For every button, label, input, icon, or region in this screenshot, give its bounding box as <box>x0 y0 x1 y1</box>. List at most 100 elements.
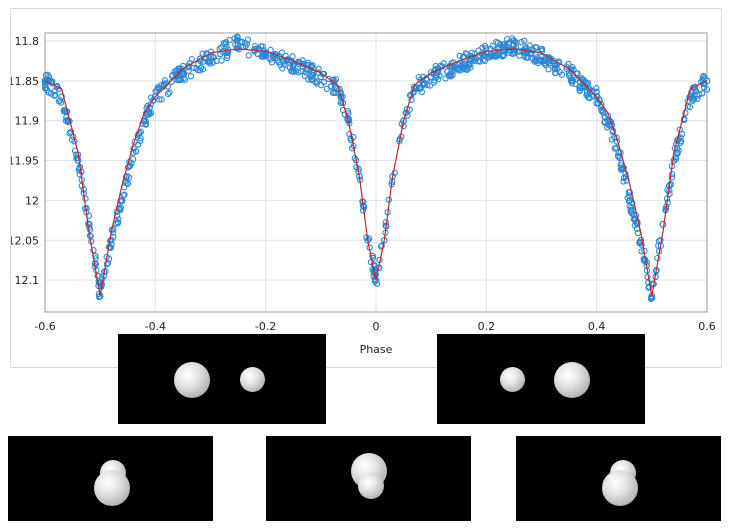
observation-point <box>142 120 149 128</box>
observation-point <box>51 92 59 99</box>
observation-point <box>467 64 474 71</box>
observation-point <box>440 60 447 67</box>
observation-point <box>245 52 252 59</box>
observation-point <box>262 49 270 57</box>
observation-point <box>181 76 189 83</box>
observation-point <box>57 97 64 104</box>
observation-point <box>309 75 316 83</box>
observation-point <box>593 93 601 101</box>
observation-point <box>310 69 317 77</box>
observation-point <box>609 128 616 135</box>
x-tick-label: 0.2 <box>478 320 496 333</box>
observation-point <box>90 247 97 254</box>
observation-point <box>617 166 625 173</box>
observation-point <box>611 145 618 152</box>
primary-star <box>602 470 638 506</box>
observation-point <box>598 108 605 115</box>
observation-point <box>637 236 645 244</box>
observation-point <box>474 58 482 65</box>
observation-point <box>537 58 545 65</box>
observation-point <box>174 76 181 84</box>
x-tick-label: 0.6 <box>698 320 716 333</box>
plot-border <box>44 32 708 313</box>
observation-point <box>482 49 490 57</box>
observation-point <box>75 166 82 173</box>
observation-point <box>411 88 418 95</box>
primary-star <box>554 362 590 398</box>
observation-point <box>173 73 180 80</box>
observation-point <box>234 41 242 49</box>
observation-point <box>122 174 130 181</box>
observation-point <box>365 235 373 242</box>
observation-point <box>628 204 635 211</box>
observation-point <box>426 82 434 89</box>
y-tick-label: 12 <box>25 194 39 207</box>
observation-point <box>78 182 85 189</box>
observation-point <box>121 191 128 198</box>
observation-point <box>699 90 706 97</box>
observation-point <box>471 56 478 64</box>
observation-point <box>164 90 172 98</box>
observation-point <box>430 79 438 86</box>
observation-point <box>222 39 229 46</box>
observation-point <box>146 110 153 118</box>
observation-point <box>511 49 518 56</box>
orbit-view-3 <box>8 436 213 521</box>
observation-point <box>92 261 100 268</box>
observation-point <box>199 50 206 57</box>
observation-point <box>193 65 200 72</box>
observation-point <box>317 73 325 81</box>
observation-point <box>516 52 523 59</box>
observation-point <box>103 261 111 268</box>
observation-point <box>67 129 75 136</box>
model-curve <box>44 48 708 297</box>
observation-point <box>645 283 652 290</box>
observation-point <box>583 88 591 95</box>
light-curve-svg: -0.6 -0.4 -0.2 0 0.2 0.4 0.6 11.8 11.85 11.9 11.95… <box>11 32 716 356</box>
observation-point <box>569 77 576 84</box>
observation-point <box>109 229 117 236</box>
observation-point <box>583 92 590 99</box>
observation-point <box>289 61 297 69</box>
observation-point <box>158 96 165 103</box>
observation-point <box>179 69 187 77</box>
observation-point <box>528 49 535 56</box>
observation-point <box>350 134 357 141</box>
light-curve-chart: -0.6 -0.4 -0.2 0 0.2 0.4 0.6 11.8 11.85 11.9 11.95… <box>10 8 722 368</box>
observation-point <box>555 59 562 66</box>
primary-star <box>174 362 210 398</box>
observation-point <box>558 71 566 78</box>
observation-point <box>493 38 500 46</box>
observation-point <box>292 67 299 74</box>
x-tick-label: 0.4 <box>588 320 606 333</box>
orbit-view-1 <box>118 334 326 424</box>
observation-point <box>185 67 192 74</box>
observation-point <box>277 61 284 68</box>
observation-point <box>608 122 616 129</box>
x-axis-label: Phase <box>360 343 393 356</box>
observation-point <box>670 157 678 164</box>
observation-point <box>196 55 204 62</box>
observation-point <box>207 53 214 61</box>
observation-point <box>313 80 320 87</box>
y-tick-label: 12.1 <box>15 274 40 287</box>
observation-point <box>681 115 688 123</box>
observation-point <box>169 72 176 79</box>
observation-point <box>369 254 377 262</box>
observation-point <box>206 57 213 64</box>
observation-point <box>166 89 173 96</box>
observation-point <box>521 37 528 44</box>
observation-point <box>565 69 573 77</box>
secondary-star <box>358 473 384 499</box>
observation-point <box>332 89 339 97</box>
y-tick-label: 11.9 <box>15 115 40 128</box>
observation-point <box>252 45 260 52</box>
observation-point <box>500 51 508 59</box>
observation-point <box>446 72 453 79</box>
observation-point <box>288 68 295 75</box>
observation-point <box>339 93 346 100</box>
observation-point <box>638 241 645 248</box>
y-tick-label: 11.8 <box>15 35 40 48</box>
observation-point <box>475 47 482 54</box>
observation-point <box>187 73 195 80</box>
